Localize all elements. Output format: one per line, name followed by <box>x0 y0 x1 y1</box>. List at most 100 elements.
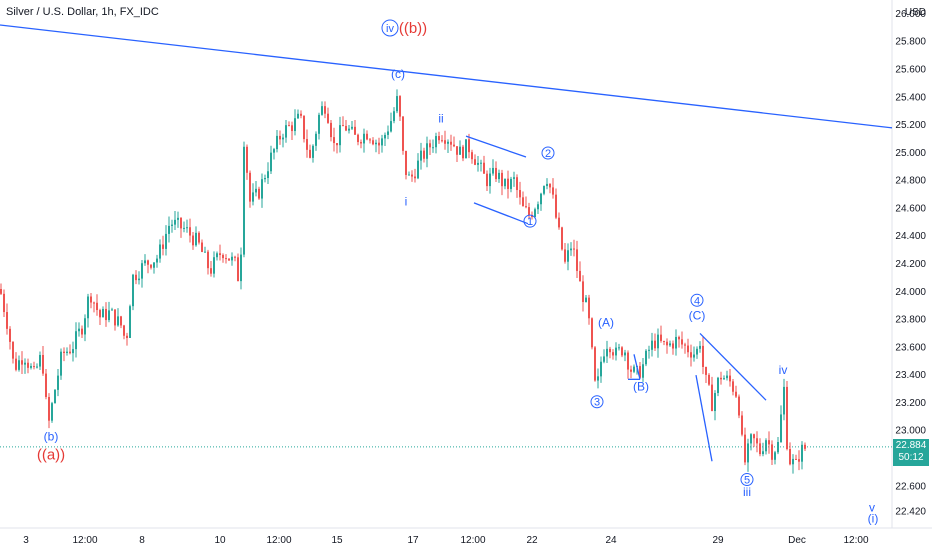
candle-body <box>747 443 749 463</box>
candle-body <box>447 141 449 144</box>
candle-body <box>651 340 653 350</box>
candle-body <box>258 188 260 199</box>
y-tick-label: 23.800 <box>895 315 926 326</box>
candle-body <box>552 187 554 195</box>
candle-body <box>498 172 500 180</box>
candle-body <box>171 224 173 226</box>
y-tick-label: 26.000 <box>895 9 926 20</box>
candle-body <box>57 375 59 390</box>
candle-body <box>294 118 296 132</box>
candle-body <box>234 256 236 258</box>
candle-body <box>39 354 41 367</box>
candle-body <box>201 242 203 252</box>
y-tick-label: 25.800 <box>895 37 926 48</box>
candle-body <box>165 233 167 249</box>
candle-body <box>585 297 587 303</box>
candle-body <box>675 336 677 349</box>
wave-label: 2 <box>545 148 551 160</box>
candle-body <box>126 335 128 338</box>
y-tick-label: 24.400 <box>895 231 926 242</box>
candle-body <box>618 347 620 349</box>
wave-label: 3 <box>594 397 600 409</box>
candle-body <box>24 362 26 365</box>
candle-body <box>339 125 341 146</box>
candle-body <box>330 122 332 138</box>
candle-body <box>543 186 545 194</box>
candle-body <box>267 171 269 178</box>
candle-body <box>534 209 536 218</box>
candle-body <box>192 235 194 246</box>
candle-body <box>753 434 755 439</box>
candle-body <box>222 254 224 259</box>
candle-body <box>270 152 272 172</box>
candle-body <box>690 352 692 358</box>
candle-body <box>237 257 239 282</box>
candle-body <box>123 325 125 336</box>
candle-body <box>228 258 230 261</box>
candle-body <box>660 334 662 341</box>
candle-body <box>63 351 65 353</box>
candle-body <box>273 149 275 153</box>
candle-body <box>183 227 185 229</box>
candle-body <box>306 139 308 150</box>
currency-label[interactable]: USD <box>904 7 926 18</box>
candle-body <box>72 349 74 354</box>
candle-body <box>798 459 800 462</box>
candle-body <box>594 347 596 381</box>
candle-body <box>276 135 278 150</box>
y-tick-label: 22.600 <box>895 481 926 492</box>
candle-body <box>264 177 266 180</box>
bar-countdown: 50:12 <box>898 451 924 463</box>
candle-body <box>3 293 5 313</box>
y-tick-label: 23.400 <box>895 370 926 381</box>
y-tick-label: 25.400 <box>895 92 926 103</box>
candle-body <box>516 177 518 191</box>
candle-body <box>621 347 623 356</box>
candle-body <box>453 144 455 147</box>
candle-body <box>678 336 680 340</box>
candle-body <box>354 126 356 135</box>
candle-body <box>378 142 380 146</box>
x-tick-label: 12:00 <box>460 535 485 546</box>
candle-body <box>369 139 371 141</box>
candle-body <box>435 136 437 148</box>
candle-body <box>255 188 257 193</box>
wave-label: 4 <box>694 295 700 307</box>
candle-body <box>615 347 617 356</box>
candle-body <box>639 366 641 378</box>
candle-body <box>66 351 68 353</box>
candle-body <box>249 172 251 202</box>
candle-body <box>363 133 365 144</box>
candle-body <box>153 262 155 268</box>
candle-body <box>285 125 287 138</box>
y-tick-label: 23.600 <box>895 342 926 353</box>
candle-body <box>282 137 284 140</box>
candle-body <box>399 96 401 117</box>
candle-body <box>219 253 221 255</box>
candle-body <box>195 232 197 246</box>
candle-body <box>507 178 509 189</box>
y-tick-label: 23.000 <box>895 426 926 437</box>
candle-body <box>381 138 383 146</box>
wave-label: iii <box>743 485 751 499</box>
candle-body <box>87 296 89 319</box>
candle-body <box>624 352 626 356</box>
candle-body <box>663 340 665 342</box>
candle-body <box>588 297 590 319</box>
candle-body <box>342 125 344 127</box>
candle-body <box>459 146 461 155</box>
candle-body <box>783 386 785 415</box>
candle-body <box>240 254 242 282</box>
candle-body <box>669 343 671 346</box>
candle-body <box>597 376 599 381</box>
candle-body <box>27 362 29 368</box>
candle-body <box>702 345 704 367</box>
x-tick-label: 17 <box>407 535 419 546</box>
candle-body <box>426 143 428 159</box>
candle-body <box>780 414 782 443</box>
candle-body <box>180 217 182 229</box>
candle-body <box>441 140 443 142</box>
candle-body <box>303 115 305 140</box>
candle-body <box>213 257 215 274</box>
